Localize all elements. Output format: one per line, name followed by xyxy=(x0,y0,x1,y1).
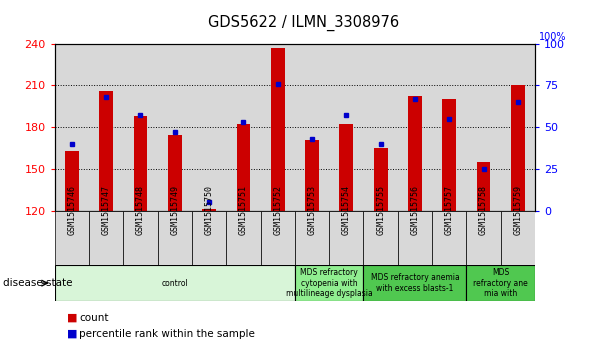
Text: GSM1515757: GSM1515757 xyxy=(445,185,454,235)
Text: MDS
refractory ane
mia with: MDS refractory ane mia with xyxy=(474,268,528,298)
FancyBboxPatch shape xyxy=(123,211,157,265)
Text: GSM1515752: GSM1515752 xyxy=(273,185,282,235)
Bar xyxy=(134,116,147,211)
Bar xyxy=(374,148,387,211)
Text: GSM1515746: GSM1515746 xyxy=(67,185,77,235)
Text: ■: ■ xyxy=(67,313,77,323)
Bar xyxy=(65,151,78,211)
Text: GSM1515758: GSM1515758 xyxy=(479,185,488,235)
Text: GSM1515754: GSM1515754 xyxy=(342,185,351,235)
Bar xyxy=(157,44,192,211)
Text: GSM1515753: GSM1515753 xyxy=(308,185,317,235)
Bar xyxy=(501,44,535,211)
FancyBboxPatch shape xyxy=(226,211,261,265)
FancyBboxPatch shape xyxy=(329,211,364,265)
Bar xyxy=(89,44,123,211)
Text: GSM1515755: GSM1515755 xyxy=(376,185,385,235)
Bar xyxy=(295,44,329,211)
Bar xyxy=(271,48,285,211)
Text: GSM1515749: GSM1515749 xyxy=(170,185,179,235)
Text: GSM1515751: GSM1515751 xyxy=(239,185,248,235)
Bar xyxy=(466,44,501,211)
Bar xyxy=(55,44,89,211)
Bar xyxy=(237,124,250,211)
FancyBboxPatch shape xyxy=(157,211,192,265)
FancyBboxPatch shape xyxy=(501,211,535,265)
Bar xyxy=(364,44,398,211)
Text: GSM1515747: GSM1515747 xyxy=(102,185,111,235)
Text: disease state: disease state xyxy=(3,278,72,288)
Text: GSM1515756: GSM1515756 xyxy=(410,185,420,235)
Text: GSM1515750: GSM1515750 xyxy=(205,185,213,235)
FancyBboxPatch shape xyxy=(89,211,123,265)
Text: percentile rank within the sample: percentile rank within the sample xyxy=(79,329,255,339)
FancyBboxPatch shape xyxy=(261,211,295,265)
FancyBboxPatch shape xyxy=(364,211,398,265)
Text: GDS5622 / ILMN_3308976: GDS5622 / ILMN_3308976 xyxy=(209,15,399,31)
FancyBboxPatch shape xyxy=(192,211,226,265)
Text: GSM1515748: GSM1515748 xyxy=(136,185,145,235)
Text: ■: ■ xyxy=(67,329,77,339)
FancyBboxPatch shape xyxy=(432,211,466,265)
Text: GSM1515759: GSM1515759 xyxy=(513,185,522,235)
FancyBboxPatch shape xyxy=(295,211,329,265)
FancyBboxPatch shape xyxy=(55,265,295,301)
Bar xyxy=(226,44,261,211)
FancyBboxPatch shape xyxy=(364,265,466,301)
Bar xyxy=(99,91,113,211)
Text: MDS refractory anemia
with excess blasts-1: MDS refractory anemia with excess blasts… xyxy=(371,273,459,293)
Bar xyxy=(168,135,182,211)
FancyBboxPatch shape xyxy=(398,211,432,265)
Bar xyxy=(202,209,216,211)
FancyBboxPatch shape xyxy=(55,211,89,265)
Bar xyxy=(477,162,491,211)
Bar xyxy=(511,85,525,211)
Bar xyxy=(305,139,319,211)
Bar xyxy=(123,44,157,211)
FancyBboxPatch shape xyxy=(466,211,501,265)
Bar xyxy=(329,44,364,211)
FancyBboxPatch shape xyxy=(295,265,364,301)
Bar xyxy=(339,124,353,211)
Bar xyxy=(192,44,226,211)
FancyBboxPatch shape xyxy=(466,265,535,301)
Text: 100%: 100% xyxy=(539,32,567,42)
Bar xyxy=(408,97,422,211)
Text: MDS refractory
cytopenia with
multilineage dysplasia: MDS refractory cytopenia with multilinea… xyxy=(286,268,373,298)
Bar xyxy=(261,44,295,211)
Text: control: control xyxy=(162,279,188,287)
Text: count: count xyxy=(79,313,109,323)
Bar xyxy=(398,44,432,211)
Bar xyxy=(432,44,466,211)
Bar xyxy=(443,99,456,211)
